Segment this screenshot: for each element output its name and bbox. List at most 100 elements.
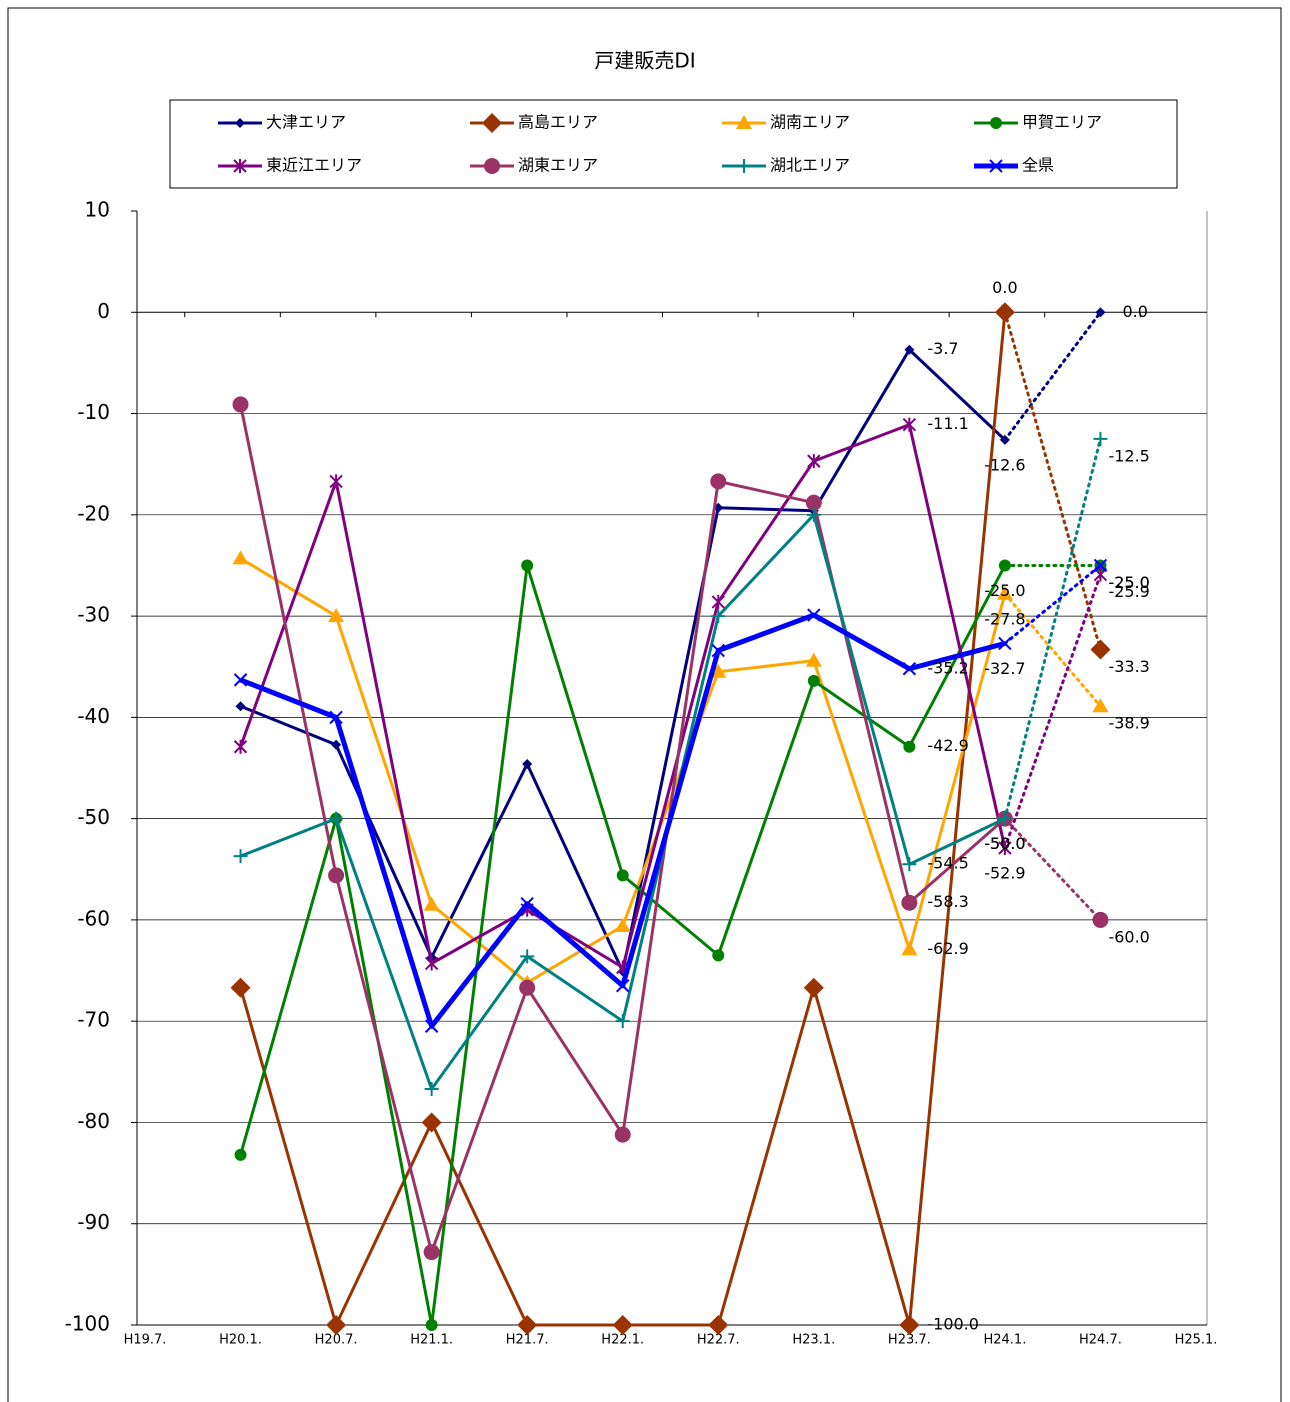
marker [997, 811, 1012, 826]
marker [425, 1319, 438, 1331]
data-label: 0.0 [992, 278, 1017, 297]
marker [805, 494, 822, 511]
data-label: -12.6 [984, 455, 1025, 474]
data-label: -50.0 [984, 834, 1025, 853]
data-label: -3.7 [927, 339, 958, 358]
x-tick-label: H22.1. [601, 1333, 644, 1348]
marker [331, 739, 342, 750]
y-tick-label: -40 [77, 704, 110, 728]
marker [708, 1315, 729, 1335]
legend-label: 湖東エリア [518, 156, 598, 175]
x-tick-label: H20.7. [315, 1333, 358, 1348]
marker [520, 896, 534, 911]
marker [616, 979, 630, 993]
x-tick-label: H23.1. [792, 1333, 835, 1348]
marker [711, 609, 726, 624]
marker [998, 559, 1011, 572]
data-label: -38.9 [1108, 714, 1149, 733]
legend-label: 高島エリア [518, 113, 598, 132]
marker [1093, 431, 1108, 446]
series-line [239, 423, 1007, 970]
series-forecast-line [1003, 437, 1102, 821]
marker [805, 652, 822, 667]
y-tick-label: -10 [77, 400, 110, 424]
marker [614, 917, 631, 932]
x-tick-label: H25.1. [1175, 1333, 1218, 1348]
y-tick-label: -90 [77, 1210, 110, 1234]
marker [328, 608, 345, 623]
marker [904, 344, 915, 355]
marker [903, 740, 916, 753]
y-tick-label: -50 [77, 805, 110, 829]
data-label: -54.5 [927, 854, 968, 873]
marker [807, 608, 821, 622]
marker [520, 949, 535, 964]
marker [806, 507, 821, 522]
marker [424, 1082, 439, 1097]
marker [1092, 698, 1109, 713]
y-tick-label: -30 [77, 603, 110, 627]
data-label: -33.3 [1108, 657, 1149, 676]
data-label: -58.3 [927, 892, 968, 911]
data-label: -27.8 [984, 609, 1025, 628]
x-tick-label: H21.7. [506, 1333, 549, 1348]
data-label: -100.0 [927, 1315, 979, 1334]
chart-frame [7, 7, 1282, 1402]
legend-label: 湖南エリア [770, 113, 850, 132]
marker [326, 1315, 347, 1335]
marker [522, 758, 533, 769]
legend-label: 湖北エリア [770, 156, 850, 175]
series-forecast-line [1003, 817, 1102, 922]
marker [232, 396, 249, 413]
data-label: -42.9 [927, 736, 968, 755]
y-tick-label: -70 [77, 1008, 110, 1032]
marker [996, 585, 1013, 600]
marker [710, 473, 727, 490]
marker [235, 701, 246, 712]
marker [902, 662, 917, 676]
data-label: -25.0 [1108, 573, 1149, 592]
marker [424, 1019, 439, 1033]
marker [232, 550, 249, 565]
marker [424, 956, 439, 971]
marker [737, 159, 751, 173]
marker [807, 454, 821, 469]
marker [329, 474, 343, 489]
marker [328, 867, 345, 884]
y-tick-label: 0 [97, 299, 110, 323]
marker [902, 857, 917, 872]
marker [711, 594, 725, 609]
x-tick-label: H21.1. [410, 1333, 453, 1348]
marker [989, 159, 1003, 173]
marker [234, 1148, 247, 1161]
marker [899, 1315, 920, 1335]
data-label: -12.5 [1108, 446, 1149, 465]
y-tick-label: 10 [85, 198, 110, 222]
series-line [239, 513, 1006, 1091]
marker [519, 979, 536, 996]
marker [999, 434, 1010, 445]
x-tick-label: H24.1. [983, 1333, 1026, 1348]
marker [807, 674, 820, 687]
marker [1095, 307, 1106, 318]
y-tick-label: -100 [65, 1312, 110, 1336]
marker [612, 1315, 633, 1335]
y-tick-label: -60 [77, 906, 110, 930]
marker [902, 417, 917, 432]
data-label: -32.7 [984, 659, 1025, 678]
marker [235, 118, 245, 128]
marker [1092, 911, 1109, 928]
marker [711, 643, 725, 658]
legend-label: 全県 [1022, 156, 1054, 175]
marker [521, 559, 534, 572]
marker [710, 663, 727, 678]
marker [329, 811, 344, 826]
y-tick-label: -80 [77, 1109, 110, 1133]
x-tick-label: H24.7. [1079, 1333, 1122, 1348]
series-line [239, 404, 1006, 1254]
marker [233, 159, 247, 173]
marker [736, 115, 752, 129]
marker [482, 113, 502, 133]
marker [615, 1014, 630, 1029]
marker [329, 710, 343, 725]
